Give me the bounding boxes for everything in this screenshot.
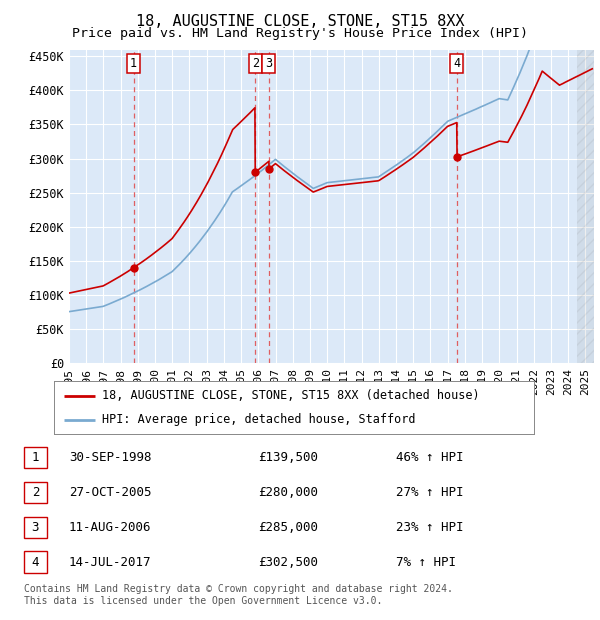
Text: 2: 2 (251, 58, 259, 71)
Text: 1: 1 (32, 451, 39, 464)
Text: £302,500: £302,500 (258, 556, 318, 569)
Text: 2: 2 (32, 486, 39, 499)
Text: 46% ↑ HPI: 46% ↑ HPI (396, 451, 464, 464)
Text: 4: 4 (32, 556, 39, 569)
Text: 27% ↑ HPI: 27% ↑ HPI (396, 486, 464, 499)
Text: 27-OCT-2005: 27-OCT-2005 (69, 486, 151, 499)
Text: Contains HM Land Registry data © Crown copyright and database right 2024.
This d: Contains HM Land Registry data © Crown c… (24, 584, 453, 606)
Text: HPI: Average price, detached house, Stafford: HPI: Average price, detached house, Staf… (102, 414, 415, 427)
Text: £139,500: £139,500 (258, 451, 318, 464)
Text: 3: 3 (265, 58, 272, 71)
Text: 18, AUGUSTINE CLOSE, STONE, ST15 8XX (detached house): 18, AUGUSTINE CLOSE, STONE, ST15 8XX (de… (102, 389, 479, 402)
Text: £285,000: £285,000 (258, 521, 318, 534)
Text: 11-AUG-2006: 11-AUG-2006 (69, 521, 151, 534)
Text: £280,000: £280,000 (258, 486, 318, 499)
Text: Price paid vs. HM Land Registry's House Price Index (HPI): Price paid vs. HM Land Registry's House … (72, 27, 528, 40)
Text: 7% ↑ HPI: 7% ↑ HPI (396, 556, 456, 569)
Text: 18, AUGUSTINE CLOSE, STONE, ST15 8XX: 18, AUGUSTINE CLOSE, STONE, ST15 8XX (136, 14, 464, 29)
Text: 14-JUL-2017: 14-JUL-2017 (69, 556, 151, 569)
Text: 30-SEP-1998: 30-SEP-1998 (69, 451, 151, 464)
Text: 4: 4 (454, 58, 461, 71)
Text: 23% ↑ HPI: 23% ↑ HPI (396, 521, 464, 534)
Text: 3: 3 (32, 521, 39, 534)
Text: 1: 1 (130, 58, 137, 71)
Bar (577, 50, 596, 363)
